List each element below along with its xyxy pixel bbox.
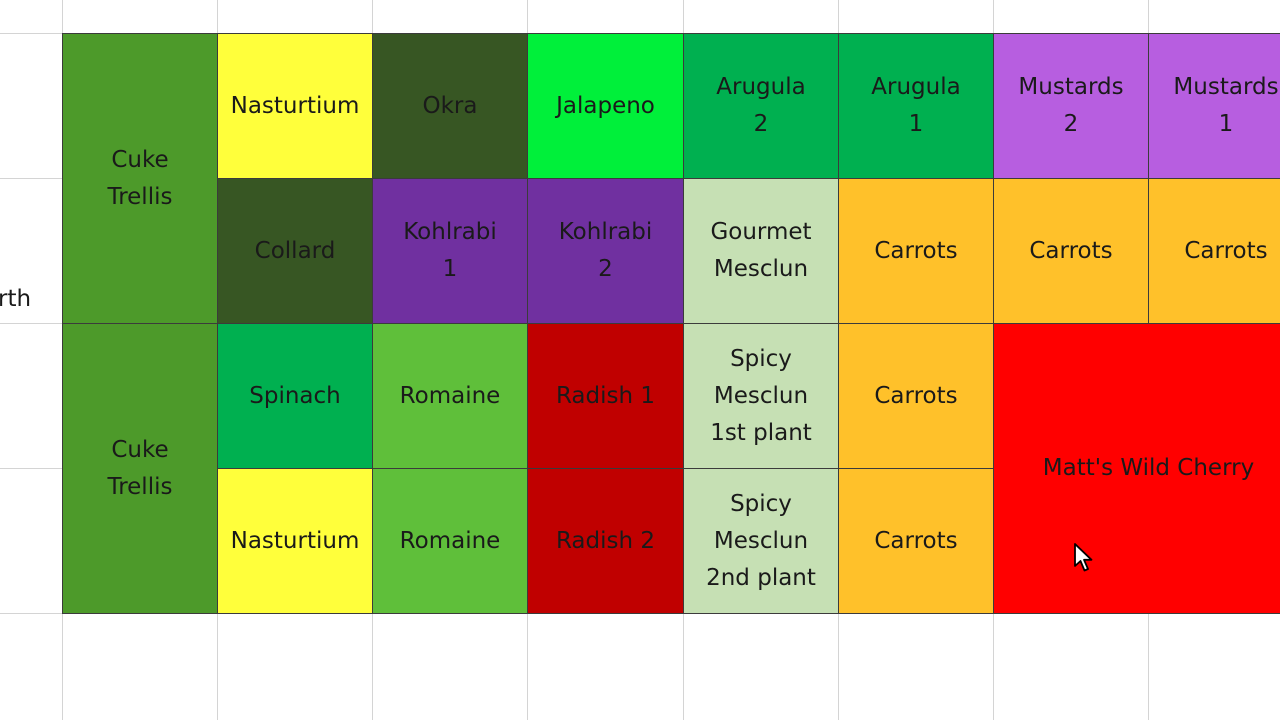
mouse-pointer-icon (1074, 543, 1093, 572)
cell-arugula-2[interactable]: Arugula 2 (684, 33, 839, 179)
cell-carrots[interactable]: Carrots (994, 179, 1149, 324)
cell-label: Radish 2 (555, 527, 656, 554)
cell-radish-2[interactable]: Radish 2 (528, 469, 684, 614)
cell-label: Collard (254, 237, 336, 264)
cell-label: Mustards 1 (1173, 74, 1279, 137)
cell-label: Cuke Trellis (107, 146, 173, 210)
cell-label: Romaine (399, 382, 501, 409)
cell-label: Cuke Trellis (107, 436, 173, 500)
cell-label: Romaine (399, 527, 501, 554)
row-label-fragment: rth (0, 286, 32, 312)
cell-label: Nasturtium (230, 92, 360, 119)
cell-label: Arugula 1 (871, 74, 961, 137)
cell-okra[interactable]: Okra (373, 33, 528, 179)
cell-label: Jalapeno (556, 92, 655, 119)
cell-matts-wild-cherry[interactable]: Matt's Wild Cherry (994, 324, 1280, 614)
cell-label: Carrots (1029, 237, 1113, 264)
cell-carrots[interactable]: Carrots (1149, 179, 1280, 324)
cell-label: Carrots (1184, 237, 1268, 264)
cell-label: Carrots (874, 382, 958, 409)
cell-label: Okra (422, 92, 478, 119)
cell-gourmet-mesclun[interactable]: Gourmet Mesclun (684, 179, 839, 324)
cell-carrots[interactable]: Carrots (839, 179, 994, 324)
cell-label: Spicy Mesclun 1st plant (710, 345, 812, 446)
cell-kohlrabi-2[interactable]: Kohlrabi 2 (528, 179, 684, 324)
cell-cuke-trellis-bottom[interactable]: Cuke Trellis (62, 324, 218, 614)
cell-spicy-mesclun-2nd[interactable]: Spicy Mesclun 2nd plant (684, 469, 839, 614)
cell-mustards-1[interactable]: Mustards 1 (1149, 33, 1280, 179)
cell-spinach[interactable]: Spinach (218, 324, 373, 469)
cell-label: Spinach (249, 382, 341, 409)
cell-label: Kohlrabi 1 (403, 219, 497, 282)
cell-mustards-2[interactable]: Mustards 2 (994, 33, 1149, 179)
cell-collard[interactable]: Collard (218, 179, 373, 324)
cell-label: Gourmet Mesclun (710, 219, 812, 282)
cell-label: Nasturtium (230, 527, 360, 554)
cell-cuke-trellis-top[interactable]: Cuke Trellis (62, 33, 218, 324)
cell-label: Spicy Mesclun 2nd plant (706, 490, 816, 591)
cell-label: Radish 1 (555, 382, 656, 409)
cell-nasturtium-bottom[interactable]: Nasturtium (218, 469, 373, 614)
cell-nasturtium-top[interactable]: Nasturtium (218, 33, 373, 179)
cell-radish-1[interactable]: Radish 1 (528, 324, 684, 469)
cell-label: Carrots (874, 527, 958, 554)
cell-arugula-1[interactable]: Arugula 1 (839, 33, 994, 179)
cell-label: Kohlrabi 2 (558, 219, 653, 282)
cell-romaine-bottom[interactable]: Romaine (373, 469, 528, 614)
cell-carrots[interactable]: Carrots (839, 469, 994, 614)
cell-label: Arugula 2 (716, 74, 806, 137)
cell-label: Matt's Wild Cherry (1042, 455, 1255, 481)
cell-jalapeno[interactable]: Jalapeno (528, 33, 684, 179)
cell-romaine-top[interactable]: Romaine (373, 324, 528, 469)
cell-label: Carrots (874, 237, 958, 264)
cell-carrots[interactable]: Carrots (839, 324, 994, 469)
cell-kohlrabi-1[interactable]: Kohlrabi 1 (373, 179, 528, 324)
cell-label: Mustards 2 (1018, 74, 1124, 137)
cell-spicy-mesclun-1st[interactable]: Spicy Mesclun 1st plant (684, 324, 839, 469)
